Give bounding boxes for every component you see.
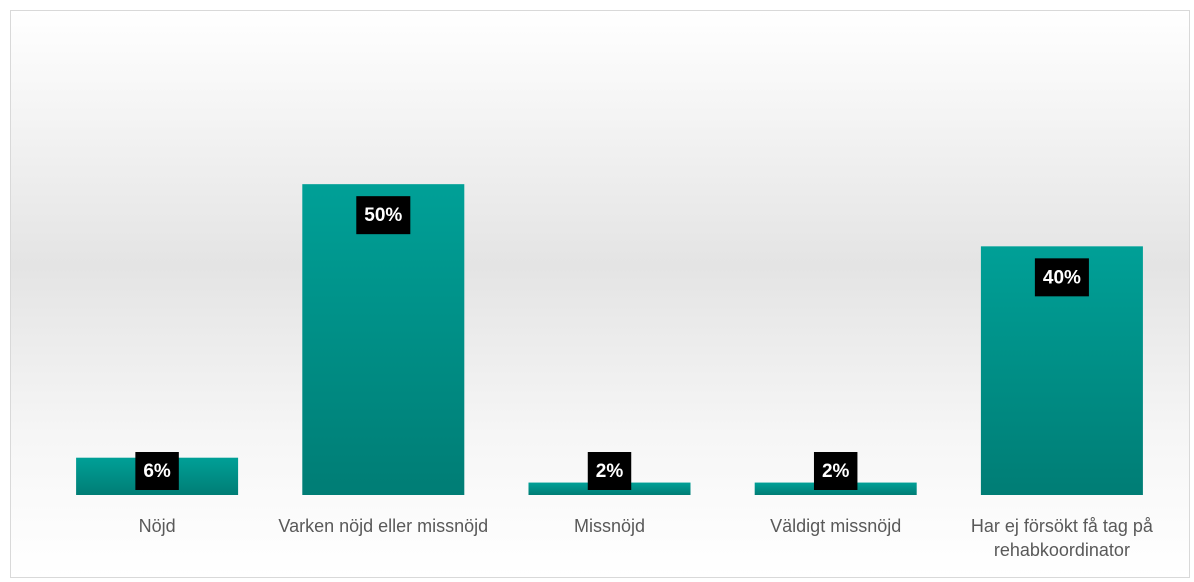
value-label: 2%	[596, 461, 624, 482]
value-label-box	[135, 452, 179, 490]
value-label: 50%	[364, 205, 402, 226]
x-tick-label: Varken nöjd eller missnöjd	[278, 516, 489, 536]
x-tick-label: Har ej försökt få tag på rehabkoordinato…	[970, 516, 1153, 560]
value-label-box	[813, 452, 858, 490]
value-label-box	[587, 452, 632, 490]
value-label: 2%	[822, 461, 850, 482]
value-label: 40%	[1043, 267, 1081, 288]
x-tick-label: Missnöjd	[573, 516, 646, 536]
x-tick-label: Väldigt missnöjd	[770, 516, 902, 536]
value-label: 6%	[143, 461, 171, 482]
bar	[302, 184, 465, 495]
value-label-box	[356, 196, 411, 235]
value-label-box	[1034, 258, 1089, 297]
x-tick-label: Nöjd	[138, 516, 176, 536]
